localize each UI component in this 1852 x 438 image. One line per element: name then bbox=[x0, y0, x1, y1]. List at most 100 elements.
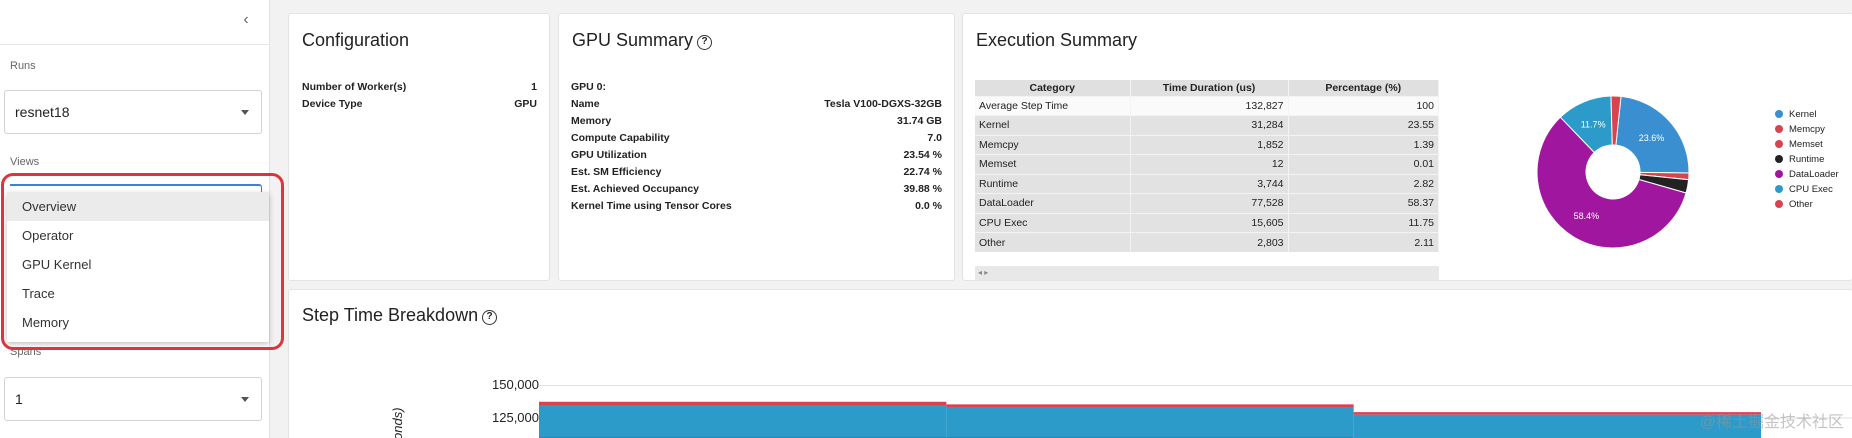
gpu-value: 7.0 bbox=[927, 132, 942, 144]
table-row: Average Step Time 132,827 100 bbox=[975, 95, 1439, 116]
views-option-memory[interactable]: Memory bbox=[22, 315, 69, 330]
gpu-summary-title: GPU Summary? bbox=[572, 30, 713, 51]
gpu-key: Memory bbox=[571, 115, 612, 127]
legend-label: Kernel bbox=[1789, 109, 1817, 120]
bar-segment[interactable] bbox=[539, 405, 947, 438]
configuration-panel: Configuration Number of Worker(s) 1 Devi… bbox=[288, 13, 550, 281]
table-cell: 23.55 bbox=[1288, 115, 1439, 135]
config-key: Number of Worker(s) bbox=[302, 81, 407, 93]
gpu-key: Name bbox=[571, 98, 600, 110]
legend-label: Other bbox=[1789, 199, 1813, 210]
views-option-overview[interactable]: Overview bbox=[7, 192, 269, 221]
table-row: CPU Exec 15,605 11.75 bbox=[975, 212, 1439, 233]
gpu-header: GPU 0: bbox=[571, 81, 607, 93]
legend-item[interactable]: Runtime bbox=[1775, 154, 1839, 169]
pie-slice-label: 11.7% bbox=[1581, 119, 1606, 129]
table-cell: 58.37 bbox=[1288, 193, 1439, 213]
legend-dot-icon bbox=[1775, 155, 1783, 163]
table-cell: 0.01 bbox=[1288, 154, 1439, 174]
runs-select-value: resnet18 bbox=[15, 104, 70, 120]
gpu-summary-panel: GPU Summary? GPU 0: Name Tesla V100-DGXS… bbox=[558, 13, 955, 281]
views-label: Views bbox=[10, 156, 40, 168]
views-option-trace[interactable]: Trace bbox=[22, 286, 55, 301]
bar-segment[interactable] bbox=[539, 401, 947, 405]
legend-dot-icon bbox=[1775, 110, 1783, 118]
step-breakdown-title-text: Step Time Breakdown bbox=[302, 305, 479, 325]
table-cell: Memcpy bbox=[975, 134, 1131, 155]
pie-slice-label: 23.6% bbox=[1639, 133, 1665, 143]
help-icon[interactable]: ? bbox=[482, 310, 498, 325]
table-row: Memcpy 1,852 1.39 bbox=[975, 134, 1439, 155]
steps-select[interactable]: 1 bbox=[4, 377, 262, 421]
gpu-value: 23.54 % bbox=[903, 149, 942, 161]
legend-item[interactable]: CPU Exec bbox=[1775, 184, 1839, 199]
table-header[interactable]: Percentage (%) bbox=[1288, 80, 1439, 96]
config-value: 1 bbox=[531, 81, 537, 93]
legend-item[interactable]: Memset bbox=[1775, 139, 1839, 154]
table-cell: 77,528 bbox=[1130, 193, 1289, 213]
table-cell: Runtime bbox=[975, 173, 1131, 194]
help-icon[interactable]: ? bbox=[697, 35, 713, 50]
collapse-sidebar-icon[interactable]: ‹ bbox=[243, 11, 249, 28]
step-breakdown-title: Step Time Breakdown? bbox=[302, 305, 498, 326]
legend-item[interactable]: Other bbox=[1775, 199, 1839, 214]
table-row: Runtime 3,744 2.82 bbox=[975, 173, 1439, 194]
legend-item[interactable]: Memcpy bbox=[1775, 124, 1839, 139]
legend-label: Memset bbox=[1789, 139, 1823, 150]
table-cell: CPU Exec bbox=[975, 212, 1131, 233]
table-cell: Kernel bbox=[975, 115, 1131, 135]
bar-segment[interactable] bbox=[946, 407, 1354, 438]
pie-slice-label: 58.4% bbox=[1574, 211, 1600, 221]
gpu-value: 31.74 GB bbox=[897, 115, 942, 127]
execution-table: Category Time Duration (us) Percentage (… bbox=[975, 80, 1439, 252]
legend-dot-icon bbox=[1775, 200, 1783, 208]
table-header[interactable]: Time Duration (us) bbox=[1130, 80, 1289, 96]
bar-segment[interactable] bbox=[1353, 414, 1762, 438]
views-select[interactable] bbox=[10, 184, 262, 194]
y-tick-label: 150,000 bbox=[492, 377, 539, 392]
highlight-annotation bbox=[1, 173, 284, 350]
views-option-operator[interactable]: Operator bbox=[22, 228, 74, 243]
bar-segment[interactable] bbox=[946, 404, 1354, 408]
pie-slice[interactable] bbox=[1615, 95, 1690, 174]
table-row: Other 2,803 2.11 bbox=[975, 232, 1439, 252]
table-cell: 12 bbox=[1130, 154, 1289, 174]
chevron-down-icon bbox=[241, 110, 249, 115]
legend-dot-icon bbox=[1775, 140, 1783, 148]
table-cell: 100 bbox=[1288, 95, 1439, 116]
legend-item[interactable]: DataLoader bbox=[1775, 169, 1839, 184]
config-key: Device Type bbox=[302, 98, 363, 110]
table-cell: 15,605 bbox=[1130, 212, 1289, 233]
table-row: Memset 12 0.01 bbox=[975, 154, 1439, 174]
table-scrollbar[interactable]: ◂ ▸ bbox=[975, 266, 1439, 280]
execution-summary-panel: Execution Summary Category Time Duration… bbox=[962, 13, 1852, 281]
table-cell: 3,744 bbox=[1130, 173, 1289, 194]
execution-summary-title: Execution Summary bbox=[976, 30, 1138, 50]
gpu-value: 22.74 % bbox=[903, 166, 942, 178]
gpu-summary-title-text: GPU Summary bbox=[572, 30, 694, 50]
legend-dot-icon bbox=[1775, 170, 1783, 178]
gpu-key: Compute Capability bbox=[571, 132, 670, 144]
table-header[interactable]: Category bbox=[975, 80, 1131, 96]
views-dropdown-menu: Overview Operator GPU Kernel Trace Memor… bbox=[7, 192, 269, 342]
legend-dot-icon bbox=[1775, 185, 1783, 193]
scroll-arrows-icon[interactable]: ◂ ▸ bbox=[978, 268, 989, 277]
table-cell: 132,827 bbox=[1130, 95, 1289, 116]
runs-label: Runs bbox=[10, 60, 36, 72]
config-value: GPU bbox=[514, 98, 537, 110]
pie-slice[interactable] bbox=[1536, 116, 1687, 249]
gpu-value: Tesla V100-DGXS-32GB bbox=[824, 98, 942, 110]
sidebar-divider bbox=[0, 44, 270, 45]
pie-slice[interactable] bbox=[1610, 95, 1622, 146]
runs-select[interactable]: resnet18 bbox=[4, 90, 262, 134]
table-cell: DataLoader bbox=[975, 193, 1131, 213]
table-cell: Other bbox=[975, 232, 1131, 252]
views-option-gpu-kernel[interactable]: GPU Kernel bbox=[22, 257, 92, 272]
table-cell: Memset bbox=[975, 154, 1131, 174]
steps-select-value: 1 bbox=[15, 391, 23, 407]
legend-label: Runtime bbox=[1789, 154, 1825, 165]
gpu-key: Est. SM Efficiency bbox=[571, 166, 662, 178]
legend-item[interactable]: Kernel bbox=[1775, 109, 1839, 124]
table-cell: 1.39 bbox=[1288, 134, 1439, 155]
bar-segment[interactable] bbox=[1353, 412, 1762, 415]
